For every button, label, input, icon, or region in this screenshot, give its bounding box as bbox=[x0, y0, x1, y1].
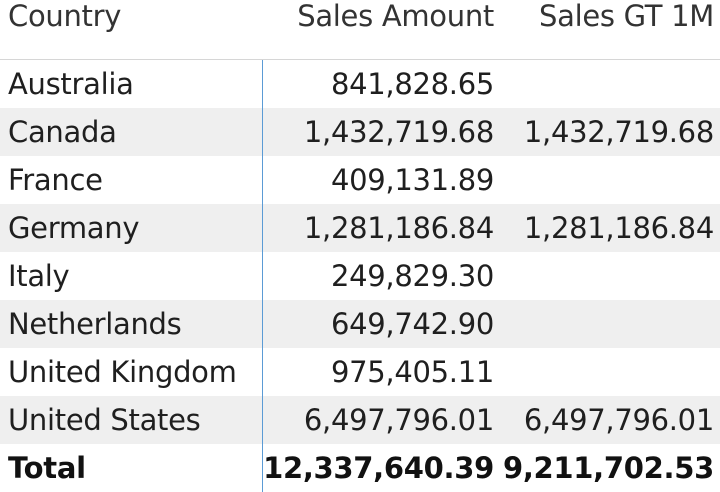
country-cell: United States bbox=[8, 403, 201, 437]
table-row: Netherlands 649,742.90 bbox=[0, 300, 720, 348]
sales-amount-cell: 1,432,719.68 bbox=[303, 115, 494, 149]
country-cell: Italy bbox=[8, 259, 70, 293]
total-label: Total bbox=[8, 451, 86, 485]
table-header: Country Sales Amount Sales GT 1M bbox=[0, 0, 720, 60]
sales-amount-cell: 649,742.90 bbox=[330, 307, 494, 341]
table-row: Italy 249,829.30 bbox=[0, 252, 720, 300]
sales-gt-1m-cell: 1,281,186.84 bbox=[523, 211, 714, 245]
total-sales-amount: 12,337,640.39 bbox=[263, 451, 494, 485]
column-header-country[interactable]: Country bbox=[8, 0, 122, 33]
column-header-sales-gt-1m[interactable]: Sales GT 1M bbox=[539, 0, 714, 33]
table-row: France 409,131.89 bbox=[0, 156, 720, 204]
column-header-sales-amount[interactable]: Sales Amount bbox=[297, 0, 494, 33]
sales-amount-cell: 1,281,186.84 bbox=[303, 211, 494, 245]
table-row: Australia 841,828.65 bbox=[0, 60, 720, 108]
sales-amount-cell: 409,131.89 bbox=[330, 163, 494, 197]
country-cell: Canada bbox=[8, 115, 117, 149]
country-cell: United Kingdom bbox=[8, 355, 237, 389]
sales-amount-cell: 975,405.11 bbox=[330, 355, 494, 389]
country-cell: Netherlands bbox=[8, 307, 182, 341]
country-cell: Australia bbox=[8, 67, 134, 101]
table-row: United States 6,497,796.01 6,497,796.01 bbox=[0, 396, 720, 444]
table-row: Germany 1,281,186.84 1,281,186.84 bbox=[0, 204, 720, 252]
sales-gt-1m-cell: 1,432,719.68 bbox=[523, 115, 714, 149]
total-row: Total 12,337,640.39 9,211,702.53 bbox=[0, 444, 720, 492]
sales-gt-1m-cell: 6,497,796.01 bbox=[523, 403, 714, 437]
sales-amount-cell: 249,829.30 bbox=[330, 259, 494, 293]
total-sales-gt-1m: 9,211,702.53 bbox=[502, 451, 714, 485]
sales-amount-cell: 6,497,796.01 bbox=[303, 403, 494, 437]
country-cell: France bbox=[8, 163, 103, 197]
column-divider bbox=[262, 60, 263, 492]
sales-amount-cell: 841,828.65 bbox=[330, 67, 494, 101]
table-row: Canada 1,432,719.68 1,432,719.68 bbox=[0, 108, 720, 156]
country-cell: Germany bbox=[8, 211, 140, 245]
table-body: Australia 841,828.65 Canada 1,432,719.68… bbox=[0, 60, 720, 444]
table-row: United Kingdom 975,405.11 bbox=[0, 348, 720, 396]
